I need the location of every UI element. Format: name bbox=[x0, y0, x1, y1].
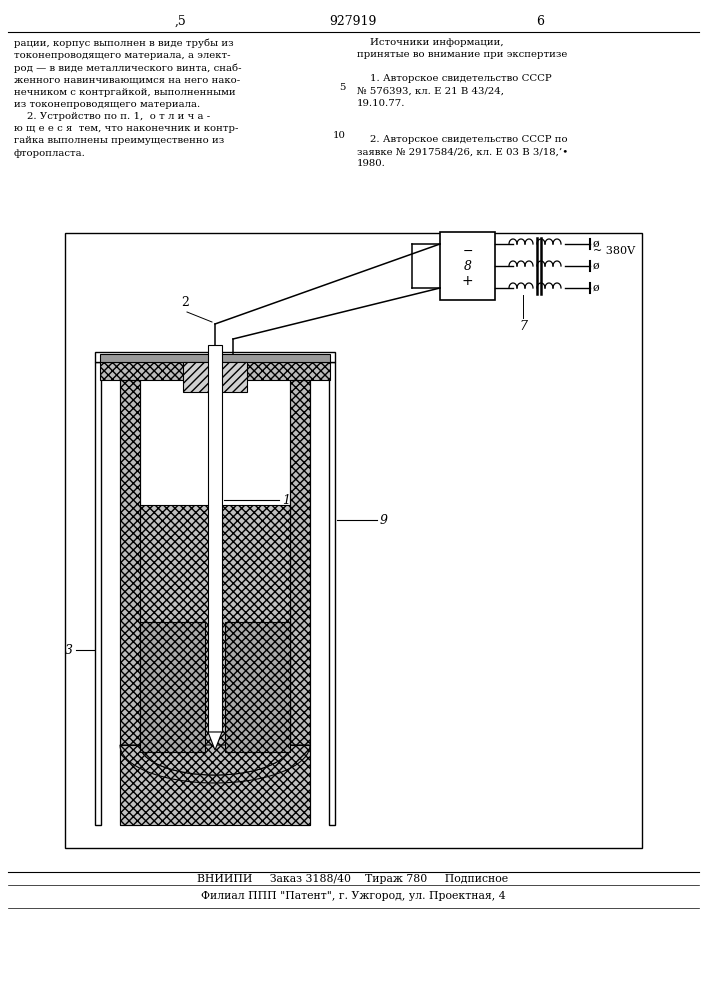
Text: Источники информации,
принятые во внимание при экспертизе

    1. Авторское свид: Источники информации, принятые во вниман… bbox=[357, 38, 568, 168]
Text: ø: ø bbox=[593, 261, 600, 271]
Text: 927919: 927919 bbox=[329, 15, 377, 28]
Bar bbox=[95, 362, 101, 825]
Text: 7: 7 bbox=[519, 320, 527, 333]
Bar bbox=[329, 362, 335, 825]
Bar bbox=[140, 622, 205, 752]
Text: 6: 6 bbox=[536, 15, 544, 28]
Bar bbox=[140, 505, 290, 765]
Text: ~ 380V: ~ 380V bbox=[593, 246, 635, 256]
Text: 1: 1 bbox=[282, 493, 290, 506]
Polygon shape bbox=[208, 732, 222, 750]
Polygon shape bbox=[120, 745, 310, 783]
Text: 4: 4 bbox=[102, 370, 110, 383]
Bar bbox=[208, 345, 222, 732]
Text: +: + bbox=[462, 274, 473, 288]
Text: 3: 3 bbox=[65, 644, 73, 656]
Text: ,5: ,5 bbox=[174, 15, 186, 28]
Bar bbox=[120, 745, 310, 825]
Bar bbox=[183, 362, 247, 392]
Polygon shape bbox=[140, 745, 290, 775]
Text: 8: 8 bbox=[464, 259, 472, 272]
Bar bbox=[290, 380, 310, 825]
Text: 6: 6 bbox=[154, 668, 162, 680]
Text: 10: 10 bbox=[333, 130, 346, 139]
Bar bbox=[290, 380, 310, 745]
Text: ø: ø bbox=[593, 239, 600, 249]
Bar bbox=[120, 380, 140, 825]
Text: −: − bbox=[462, 245, 473, 258]
Bar bbox=[95, 352, 335, 362]
Bar bbox=[65, 233, 642, 848]
Text: 2: 2 bbox=[181, 296, 189, 309]
Bar bbox=[120, 380, 140, 745]
Text: ВНИИПИ     Заказ 3188/40    Тираж 780     Подписное: ВНИИПИ Заказ 3188/40 Тираж 780 Подписное bbox=[197, 874, 508, 884]
Bar bbox=[100, 354, 330, 362]
Bar bbox=[440, 232, 495, 300]
Bar bbox=[100, 362, 330, 380]
Text: 9: 9 bbox=[380, 514, 388, 526]
Text: 5: 5 bbox=[339, 84, 346, 93]
Bar bbox=[225, 622, 290, 752]
Text: Филиал ППП "Патент", г. Ужгород, ул. Проектная, 4: Филиал ППП "Патент", г. Ужгород, ул. Про… bbox=[201, 891, 506, 901]
Text: рации, корпус выполнен в виде трубы из
токонепроводящего материала, а элект-
род: рации, корпус выполнен в виде трубы из т… bbox=[14, 38, 242, 158]
Text: ø: ø bbox=[593, 283, 600, 293]
Text: 5: 5 bbox=[154, 694, 162, 706]
